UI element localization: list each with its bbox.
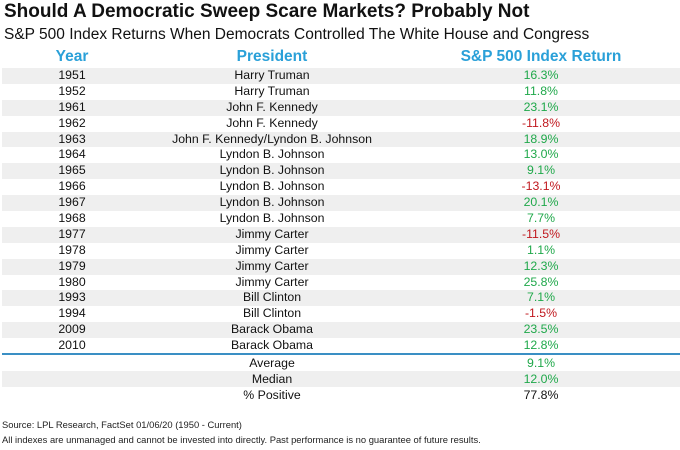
president-cell: Lyndon B. Johnson [219, 195, 325, 210]
year-cell: 2010 [58, 338, 86, 353]
return-cell: -1.5% [524, 306, 558, 321]
return-cell: 16.3% [523, 68, 559, 82]
return-cell: 13.0% [523, 147, 559, 162]
return-cell: 11.8% [524, 83, 558, 98]
summary-row: Average 9.1% [2, 355, 680, 371]
president-cell: Harry Truman [234, 68, 310, 82]
year-cell: 1979 [58, 258, 86, 273]
year-cell: 1994 [58, 306, 86, 321]
column-header-year: Year [55, 48, 89, 65]
returns-table: 1951 Harry Truman 16.3% 1952 Harry Truman 11.… [2, 68, 680, 354]
president-cell: Jimmy Carter [235, 258, 309, 273]
year-cell: 1968 [58, 211, 86, 226]
table-row: 1962 John F. Kennedy -11.8% [2, 116, 680, 132]
president-cell: John F. Kennedy/Lyndon B. Johnson [172, 131, 372, 146]
table-row: 1978 Jimmy Carter 1.1% [2, 243, 680, 259]
summary-row: % Positive 77.8% [2, 387, 680, 403]
return-cell: 7.1% [526, 290, 556, 305]
table-row: 1977 Jimmy Carter -11.5% [2, 226, 680, 243]
summary-label: Median [251, 372, 293, 386]
year-cell: 1977 [58, 226, 86, 241]
return-cell: 1.1% [526, 242, 556, 257]
summary-table: Average 9.1% Median 12.0% % Positive 77.8% [2, 355, 680, 403]
year-cell: 1962 [58, 115, 86, 130]
table-row: 1968 Lyndon B. Johnson 7.7% [2, 211, 680, 227]
table-row: 1965 Lyndon B. Johnson 9.1% [2, 163, 680, 180]
summary-row: Median 12.0% [2, 371, 680, 387]
year-cell: 1963 [58, 131, 86, 146]
table-row: 1979 Jimmy Carter 12.3% [2, 258, 680, 275]
table-row: 2010 Barack Obama 12.8% [2, 338, 680, 354]
president-cell: Jimmy Carter [235, 226, 309, 241]
president-cell: Bill Clinton [242, 290, 302, 305]
president-cell: Barack Obama [230, 338, 313, 353]
summary-value: 77.8% [523, 388, 559, 402]
year-cell: 1978 [58, 242, 86, 257]
page-subtitle: S&P 500 Index Returns When Democrats Con… [4, 26, 590, 43]
table-row: 1967 Lyndon B. Johnson 20.1% [2, 195, 680, 212]
president-cell: Bill Clinton [242, 306, 302, 321]
table-row: 1951 Harry Truman 16.3% [2, 68, 680, 84]
return-cell: 23.5% [523, 322, 559, 337]
year-cell: 1993 [58, 290, 86, 305]
year-cell: 1961 [58, 99, 86, 114]
page-title: Should A Democratic Sweep Scare Markets?… [4, 1, 530, 22]
disclaimer-note: All indexes are unmanaged and cannot be … [2, 434, 481, 445]
year-cell: 1964 [58, 147, 86, 162]
year-cell: 1980 [58, 274, 86, 289]
return-cell: -11.5% [521, 226, 561, 241]
return-cell: 23.1% [523, 99, 559, 114]
year-cell: 1966 [58, 179, 86, 194]
president-cell: Barack Obama [230, 322, 313, 337]
year-cell: 1952 [58, 83, 86, 98]
table-row: 1964 Lyndon B. Johnson 13.0% [2, 147, 680, 163]
table-row: 1993 Bill Clinton 7.1% [2, 290, 680, 307]
return-cell: -13.1% [521, 179, 561, 194]
president-cell: Harry Truman [234, 83, 310, 98]
return-cell: 12.3% [523, 258, 559, 273]
president-cell: Lyndon B. Johnson [219, 179, 325, 194]
return-cell: 12.8% [523, 338, 559, 353]
return-cell: -11.8% [521, 115, 561, 130]
summary-label: % Positive [243, 388, 301, 402]
column-header-president: President [236, 48, 308, 65]
table-row: 1980 Jimmy Carter 25.8% [2, 275, 680, 291]
year-cell: 2009 [58, 322, 86, 337]
president-cell: Lyndon B. Johnson [219, 147, 325, 162]
table-row: 1952 Harry Truman 11.8% [2, 84, 680, 100]
table-row: 1966 Lyndon B. Johnson -13.1% [2, 179, 680, 195]
summary-label: Average [249, 356, 295, 370]
column-header-return: S&P 500 Index Return [460, 48, 622, 65]
table-row: 1994 Bill Clinton -1.5% [2, 306, 680, 322]
year-cell: 1967 [58, 195, 86, 210]
table-row: 2009 Barack Obama 23.5% [2, 322, 680, 339]
summary-value: 12.0% [523, 372, 559, 386]
president-cell: John F. Kennedy [226, 115, 318, 130]
return-cell: 20.1% [523, 195, 559, 210]
source-note: Source: LPL Research, FactSet 01/06/20 (… [2, 419, 242, 430]
return-cell: 18.9% [523, 131, 559, 146]
return-cell: 25.8% [523, 274, 559, 289]
year-cell: 1951 [58, 68, 86, 82]
year-cell: 1965 [58, 163, 86, 178]
summary-value: 9.1% [526, 356, 556, 370]
return-cell: 9.1% [526, 163, 556, 178]
president-cell: Jimmy Carter [235, 274, 309, 289]
president-cell: Lyndon B. Johnson [219, 163, 325, 178]
table-row: 1963 John F. Kennedy/Lyndon B. Johnson 18.… [2, 131, 680, 148]
table-divider [2, 353, 680, 355]
table-row: 1961 John F. Kennedy 23.1% [2, 99, 680, 116]
president-cell: Lyndon B. Johnson [219, 211, 325, 226]
return-cell: 7.7% [526, 211, 556, 226]
president-cell: John F. Kennedy [226, 99, 318, 114]
president-cell: Jimmy Carter [235, 242, 309, 257]
